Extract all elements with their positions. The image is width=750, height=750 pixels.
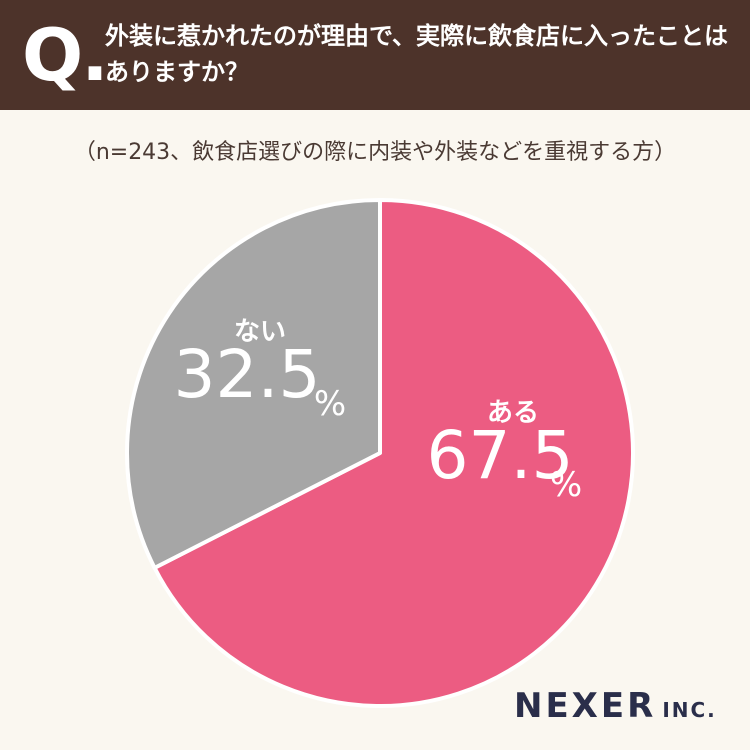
slice-value: 67.5 xyxy=(427,417,574,494)
pie-slice-no xyxy=(125,198,382,570)
pie-slice-yes xyxy=(152,198,635,708)
slice-percent-sign: % xyxy=(550,465,582,505)
slice-label: ある xyxy=(487,398,539,428)
slice-percent-sign: % xyxy=(314,384,346,424)
slice-value: 32.5 xyxy=(174,336,321,413)
sample-note: （n=243、飲食店選びの際に内装や外装などを重視する方） xyxy=(73,140,677,165)
question-text: 外装に惹かれたのが理由で、実際に飲食店に入ったことはありますか？ xyxy=(105,22,729,86)
nexer-logo: NEXER INC. xyxy=(514,686,717,726)
logo-suffix: INC. xyxy=(662,698,717,722)
slice-label: ない xyxy=(234,317,286,347)
question-header: Q. 外装に惹かれたのが理由で、実際に飲食店に入ったことはありますか？ xyxy=(0,0,750,110)
q-mark: Q. xyxy=(22,13,109,97)
logo-name: NEXER xyxy=(514,686,657,726)
